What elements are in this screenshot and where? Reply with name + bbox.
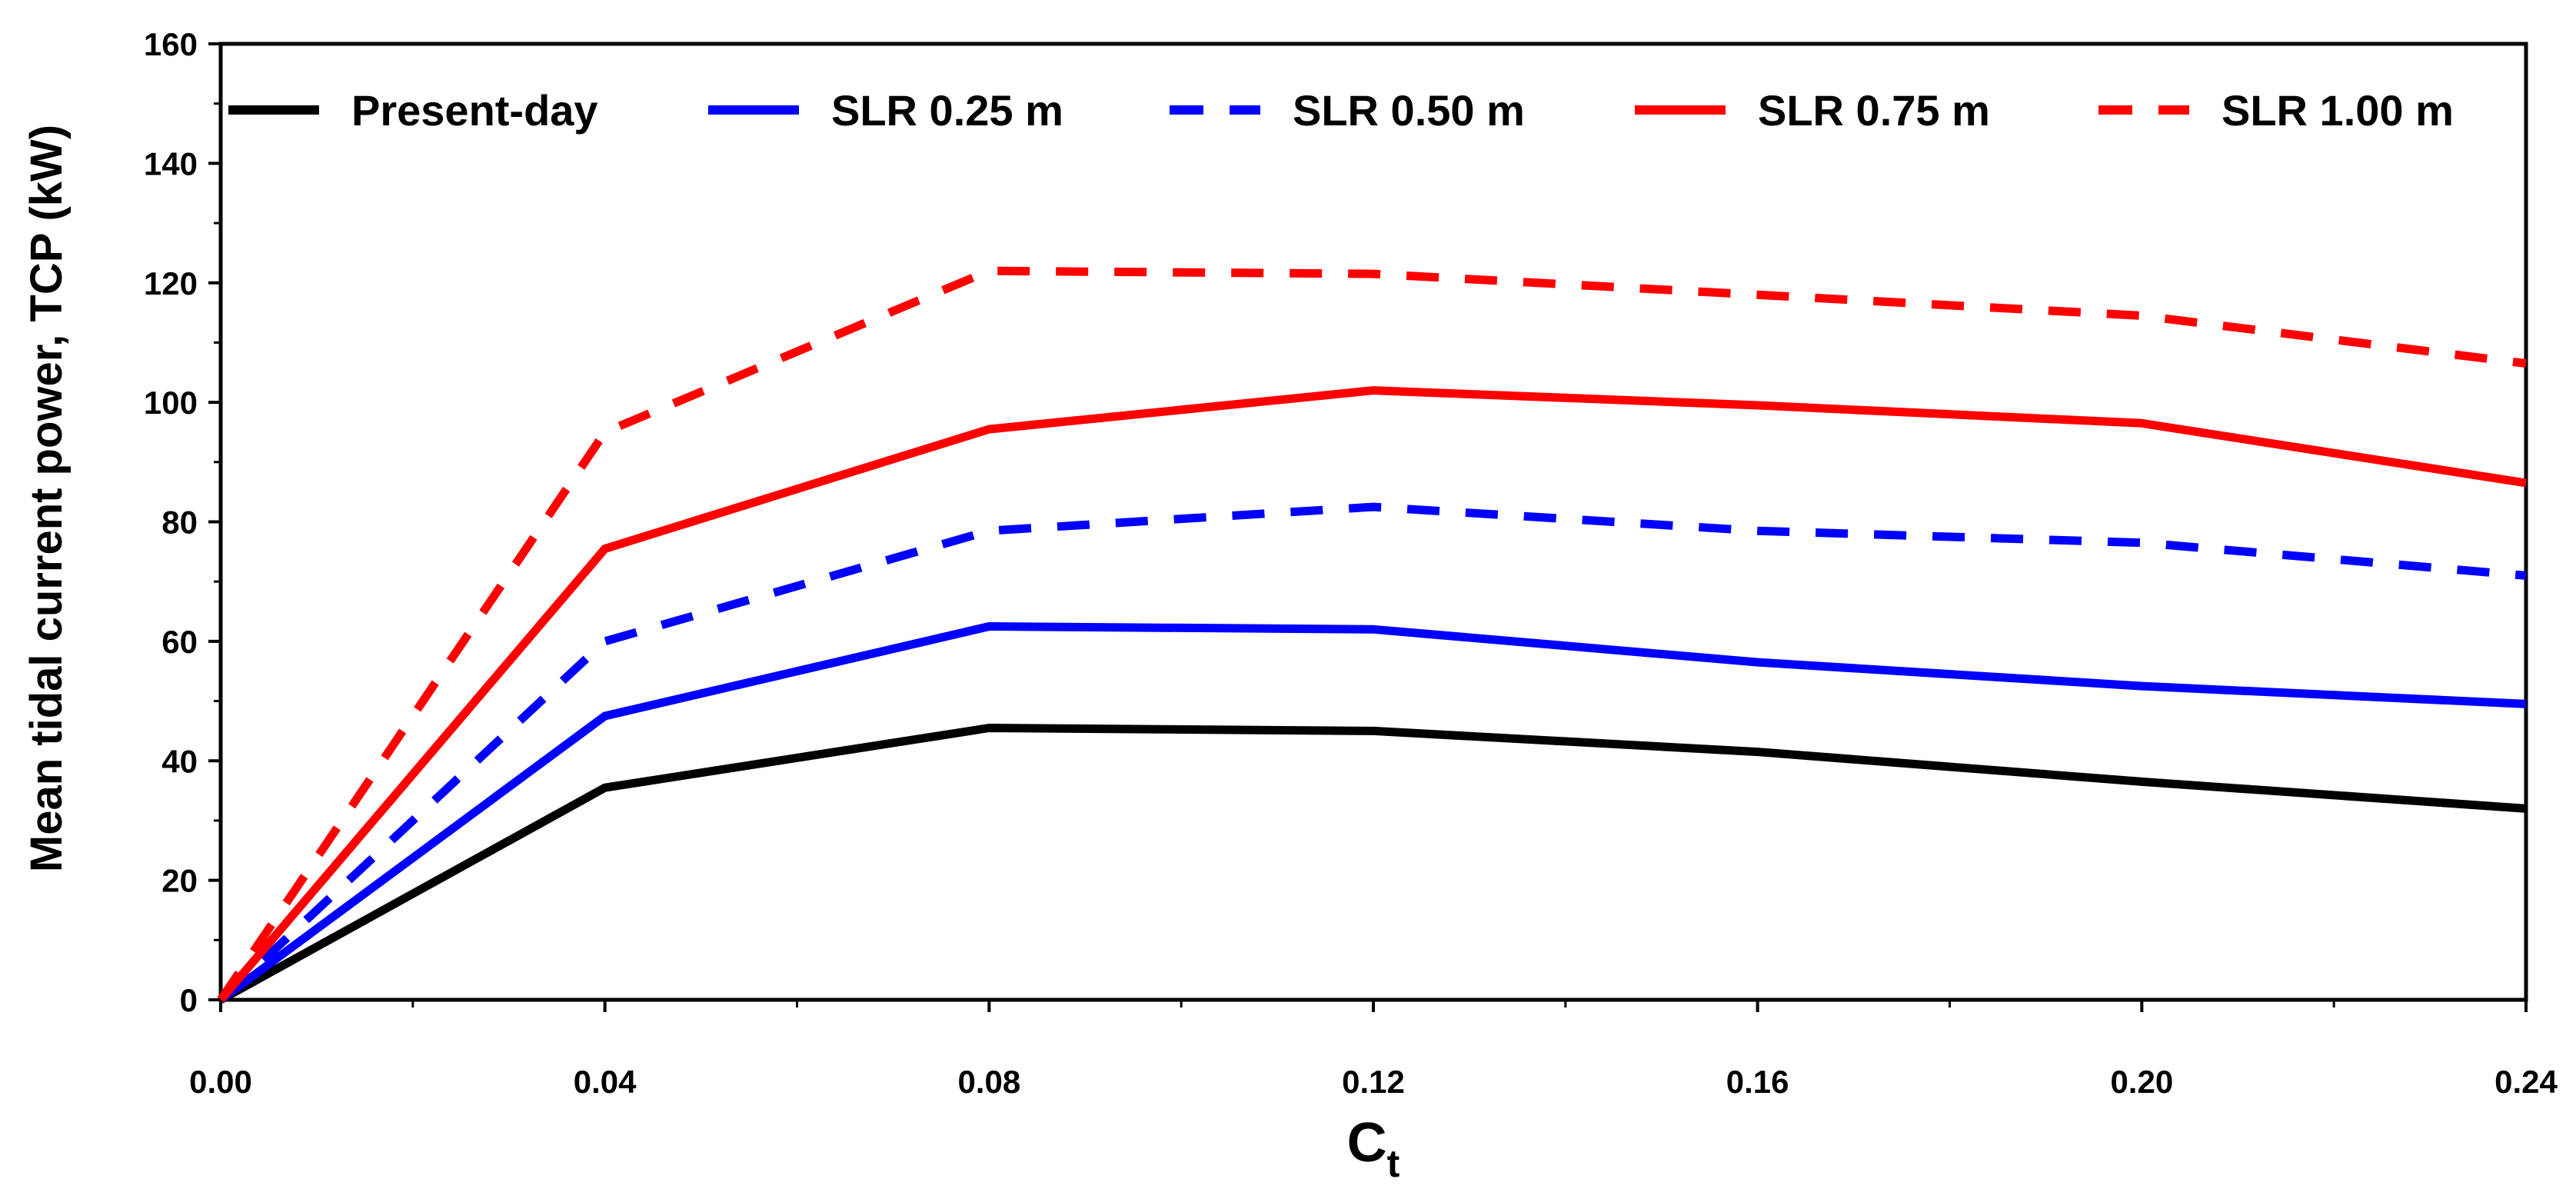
y-axis-title: Mean tidal current power, TCP (kW) <box>22 125 72 872</box>
y-tick-label: 80 <box>161 505 198 541</box>
x-tick-label: 0.16 <box>1726 1064 1789 1100</box>
x-tick-label: 0.24 <box>2494 1064 2558 1100</box>
y-tick-label: 140 <box>144 145 198 182</box>
y-tick-label: 160 <box>144 26 198 62</box>
y-tick-label: 40 <box>161 743 198 779</box>
legend-label-0: Present-day <box>351 86 598 135</box>
legend-label-4: SLR 1.00 m <box>2222 86 2454 135</box>
legend-label-3: SLR 0.75 m <box>1758 86 1990 135</box>
x-tick-label: 0.20 <box>2110 1064 2173 1100</box>
plot-area <box>218 42 2528 1002</box>
x-tick-label: 0.12 <box>1342 1064 1405 1100</box>
y-tick-label: 60 <box>161 624 198 660</box>
x-tick-label: 0.08 <box>957 1064 1020 1100</box>
series-lines <box>217 266 2527 1004</box>
y-tick-label: 120 <box>144 265 198 301</box>
legend: Present-day SLR 0.25 m SLR 0.50 m SLR 0.75 … <box>228 86 2454 135</box>
x-axis-title-main: C <box>1347 1112 1387 1174</box>
x-tick-label: 0.04 <box>574 1064 637 1100</box>
series-line-0 <box>218 724 2527 1004</box>
series-line-2 <box>218 502 2527 1004</box>
legend-label-2: SLR 0.50 m <box>1293 86 1525 135</box>
series-line-3 <box>217 386 2527 1003</box>
plot-frame <box>218 42 2528 1002</box>
x-axis-title: Ct <box>1347 1112 1400 1185</box>
series-line-4 <box>217 266 2527 1003</box>
x-axis-title-subscript: t <box>1387 1142 1400 1185</box>
x-tick-label: 0.00 <box>189 1064 252 1100</box>
y-tick-label: 20 <box>161 863 198 899</box>
y-tick-label: 100 <box>144 385 198 421</box>
legend-label-1: SLR 0.25 m <box>831 86 1063 135</box>
axes: 0 20 40 60 80 100 120 140 160 0.00 0.04 0.08 0.12 0.1… <box>144 26 2558 1100</box>
series-line-1 <box>218 622 2527 1004</box>
y-tick-label: 0 <box>180 982 198 1018</box>
